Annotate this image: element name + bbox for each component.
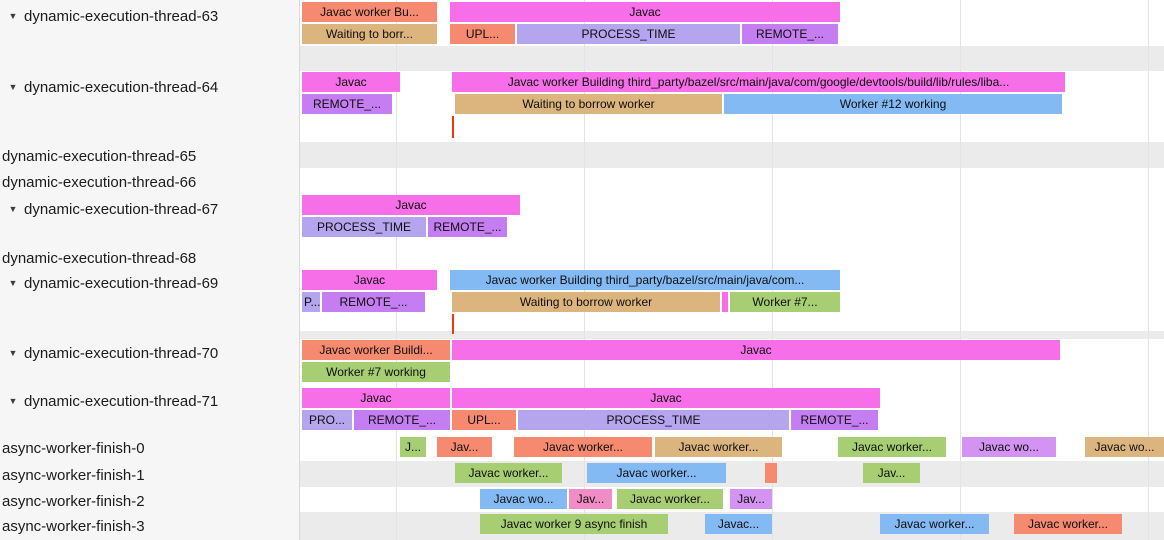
trace-slice[interactable]: REMOTE_... — [742, 24, 838, 44]
trace-slice[interactable]: REMOTE_... — [428, 217, 507, 237]
track-name: dynamic-execution-thread-68 — [2, 249, 197, 267]
trace-slice[interactable]: Waiting to borrow worker — [452, 292, 720, 312]
trace-slice[interactable]: REMOTE_... — [354, 410, 450, 430]
trace-slice[interactable]: Worker #7... — [730, 292, 840, 312]
trace-slice[interactable]: Javac — [302, 195, 520, 215]
sidebar-track-label[interactable]: ▼ dynamic-execution-thread-63 — [0, 6, 299, 26]
trace-slice[interactable]: Javac worker Bu... — [302, 2, 437, 22]
track-name: dynamic-execution-thread-63 — [24, 7, 219, 25]
trace-slice[interactable]: Javac — [302, 72, 400, 92]
track-name: dynamic-execution-thread-67 — [24, 200, 219, 218]
trace-slice[interactable]: PROCESS_TIME — [518, 410, 789, 430]
instant-event-tick[interactable] — [452, 116, 454, 138]
trace-slice[interactable]: Jav... — [437, 437, 492, 457]
trace-slice[interactable]: Javac worker Buildi... — [302, 340, 450, 360]
sidebar-track-label[interactable]: ▼ dynamic-execution-thread-70 — [0, 343, 299, 363]
row-stripe — [300, 142, 1164, 168]
track-name-panel: ▼ dynamic-execution-thread-63 ▼ dynamic-exe… — [0, 0, 300, 540]
trace-slice[interactable]: Javac... — [705, 514, 772, 534]
collapse-triangle-icon[interactable]: ▼ — [8, 204, 18, 214]
trace-slice[interactable]: Javac wo... — [1085, 437, 1164, 457]
track-name: async-worker-finish-2 — [2, 492, 145, 510]
trace-slice[interactable]: Javac wo... — [962, 437, 1056, 457]
track-name: dynamic-execution-thread-64 — [24, 78, 219, 96]
collapse-triangle-icon[interactable]: ▼ — [8, 348, 18, 358]
row-stripe — [300, 46, 1164, 71]
sidebar-track-label: dynamic-execution-thread-68 — [0, 248, 299, 268]
trace-slice[interactable]: UPL... — [450, 24, 515, 44]
track-name: dynamic-execution-thread-69 — [24, 274, 219, 292]
sidebar-track-label[interactable]: ▼ dynamic-execution-thread-67 — [0, 199, 299, 219]
sidebar-track-label[interactable]: ▼ dynamic-execution-thread-71 — [0, 391, 299, 411]
trace-slice[interactable]: Javac worker... — [1014, 514, 1122, 534]
sidebar-track-label[interactable]: ▼ dynamic-execution-thread-69 — [0, 273, 299, 293]
collapse-triangle-icon[interactable]: ▼ — [8, 82, 18, 92]
time-gridline — [960, 0, 961, 540]
trace-slice[interactable]: Javac worker... — [587, 463, 726, 483]
trace-slice[interactable]: Javac worker... — [617, 489, 723, 509]
trace-slice[interactable] — [722, 292, 728, 312]
sidebar-track-label: async-worker-finish-1 — [0, 465, 299, 485]
trace-slice[interactable]: Jav... — [863, 463, 920, 483]
trace-slice[interactable]: Javac wo... — [480, 489, 567, 509]
trace-slice[interactable]: Worker #12 working — [724, 94, 1062, 114]
trace-slice[interactable]: Javac worker Building third_party/bazel/… — [452, 72, 1065, 92]
trace-slice[interactable]: Javac worker... — [880, 514, 989, 534]
trace-slice[interactable]: REMOTE_... — [322, 292, 425, 312]
row-stripe — [300, 461, 1164, 487]
trace-slice[interactable]: Javac — [452, 388, 880, 408]
sidebar-track-label: async-worker-finish-3 — [0, 516, 299, 536]
trace-slice[interactable]: Worker #7 working — [302, 362, 450, 382]
trace-slice[interactable]: Javac worker Building third_party/bazel/… — [450, 270, 840, 290]
collapse-triangle-icon[interactable]: ▼ — [8, 396, 18, 406]
trace-slice[interactable]: Waiting to borr... — [302, 24, 437, 44]
trace-slice[interactable]: Javac worker... — [838, 437, 946, 457]
time-gridline — [1148, 0, 1149, 540]
trace-slice[interactable]: REMOTE_... — [302, 94, 392, 114]
trace-slice[interactable]: P... — [302, 292, 320, 312]
trace-slice[interactable]: Waiting to borrow worker — [455, 94, 722, 114]
trace-slice[interactable]: PRO... — [302, 410, 352, 430]
trace-slice[interactable]: Jav... — [730, 489, 772, 509]
timeline-canvas[interactable]: Javac worker Bu... Javac Waiting to borr..… — [300, 0, 1164, 540]
sidebar-track-label: async-worker-finish-0 — [0, 438, 299, 458]
trace-slice[interactable]: Javac worker... — [514, 437, 652, 457]
trace-slice[interactable]: Javac — [302, 388, 450, 408]
trace-slice[interactable]: J... — [400, 437, 426, 457]
instant-event-tick[interactable] — [452, 314, 454, 334]
trace-slice[interactable]: Javac worker... — [655, 437, 782, 457]
collapse-triangle-icon[interactable]: ▼ — [8, 11, 18, 21]
track-name: async-worker-finish-1 — [2, 466, 145, 484]
track-name: async-worker-finish-0 — [2, 439, 145, 457]
trace-slice[interactable]: PROCESS_TIME — [302, 217, 426, 237]
trace-slice[interactable]: PROCESS_TIME — [517, 24, 740, 44]
sidebar-track-label: async-worker-finish-2 — [0, 491, 299, 511]
trace-slice[interactable]: Jav... — [569, 489, 612, 509]
track-name: dynamic-execution-thread-71 — [24, 392, 219, 410]
track-name: async-worker-finish-3 — [2, 517, 145, 535]
trace-slice[interactable]: Javac — [450, 2, 840, 22]
row-stripe — [300, 331, 1164, 339]
track-name: dynamic-execution-thread-66 — [2, 173, 197, 191]
sidebar-track-label: dynamic-execution-thread-66 — [0, 172, 299, 192]
trace-slice[interactable]: Javac worker... — [455, 463, 562, 483]
trace-slice[interactable]: Javac — [302, 270, 437, 290]
trace-slice[interactable] — [765, 463, 777, 483]
collapse-triangle-icon[interactable]: ▼ — [8, 278, 18, 288]
trace-slice[interactable]: UPL... — [452, 410, 516, 430]
track-name: dynamic-execution-thread-65 — [2, 147, 197, 165]
trace-slice[interactable]: Javac — [452, 340, 1060, 360]
trace-slice[interactable]: REMOTE_... — [791, 410, 878, 430]
trace-slice[interactable]: Javac worker 9 async finish — [480, 514, 668, 534]
sidebar-track-label[interactable]: ▼ dynamic-execution-thread-64 — [0, 77, 299, 97]
track-name: dynamic-execution-thread-70 — [24, 344, 219, 362]
sidebar-track-label: dynamic-execution-thread-65 — [0, 146, 299, 166]
